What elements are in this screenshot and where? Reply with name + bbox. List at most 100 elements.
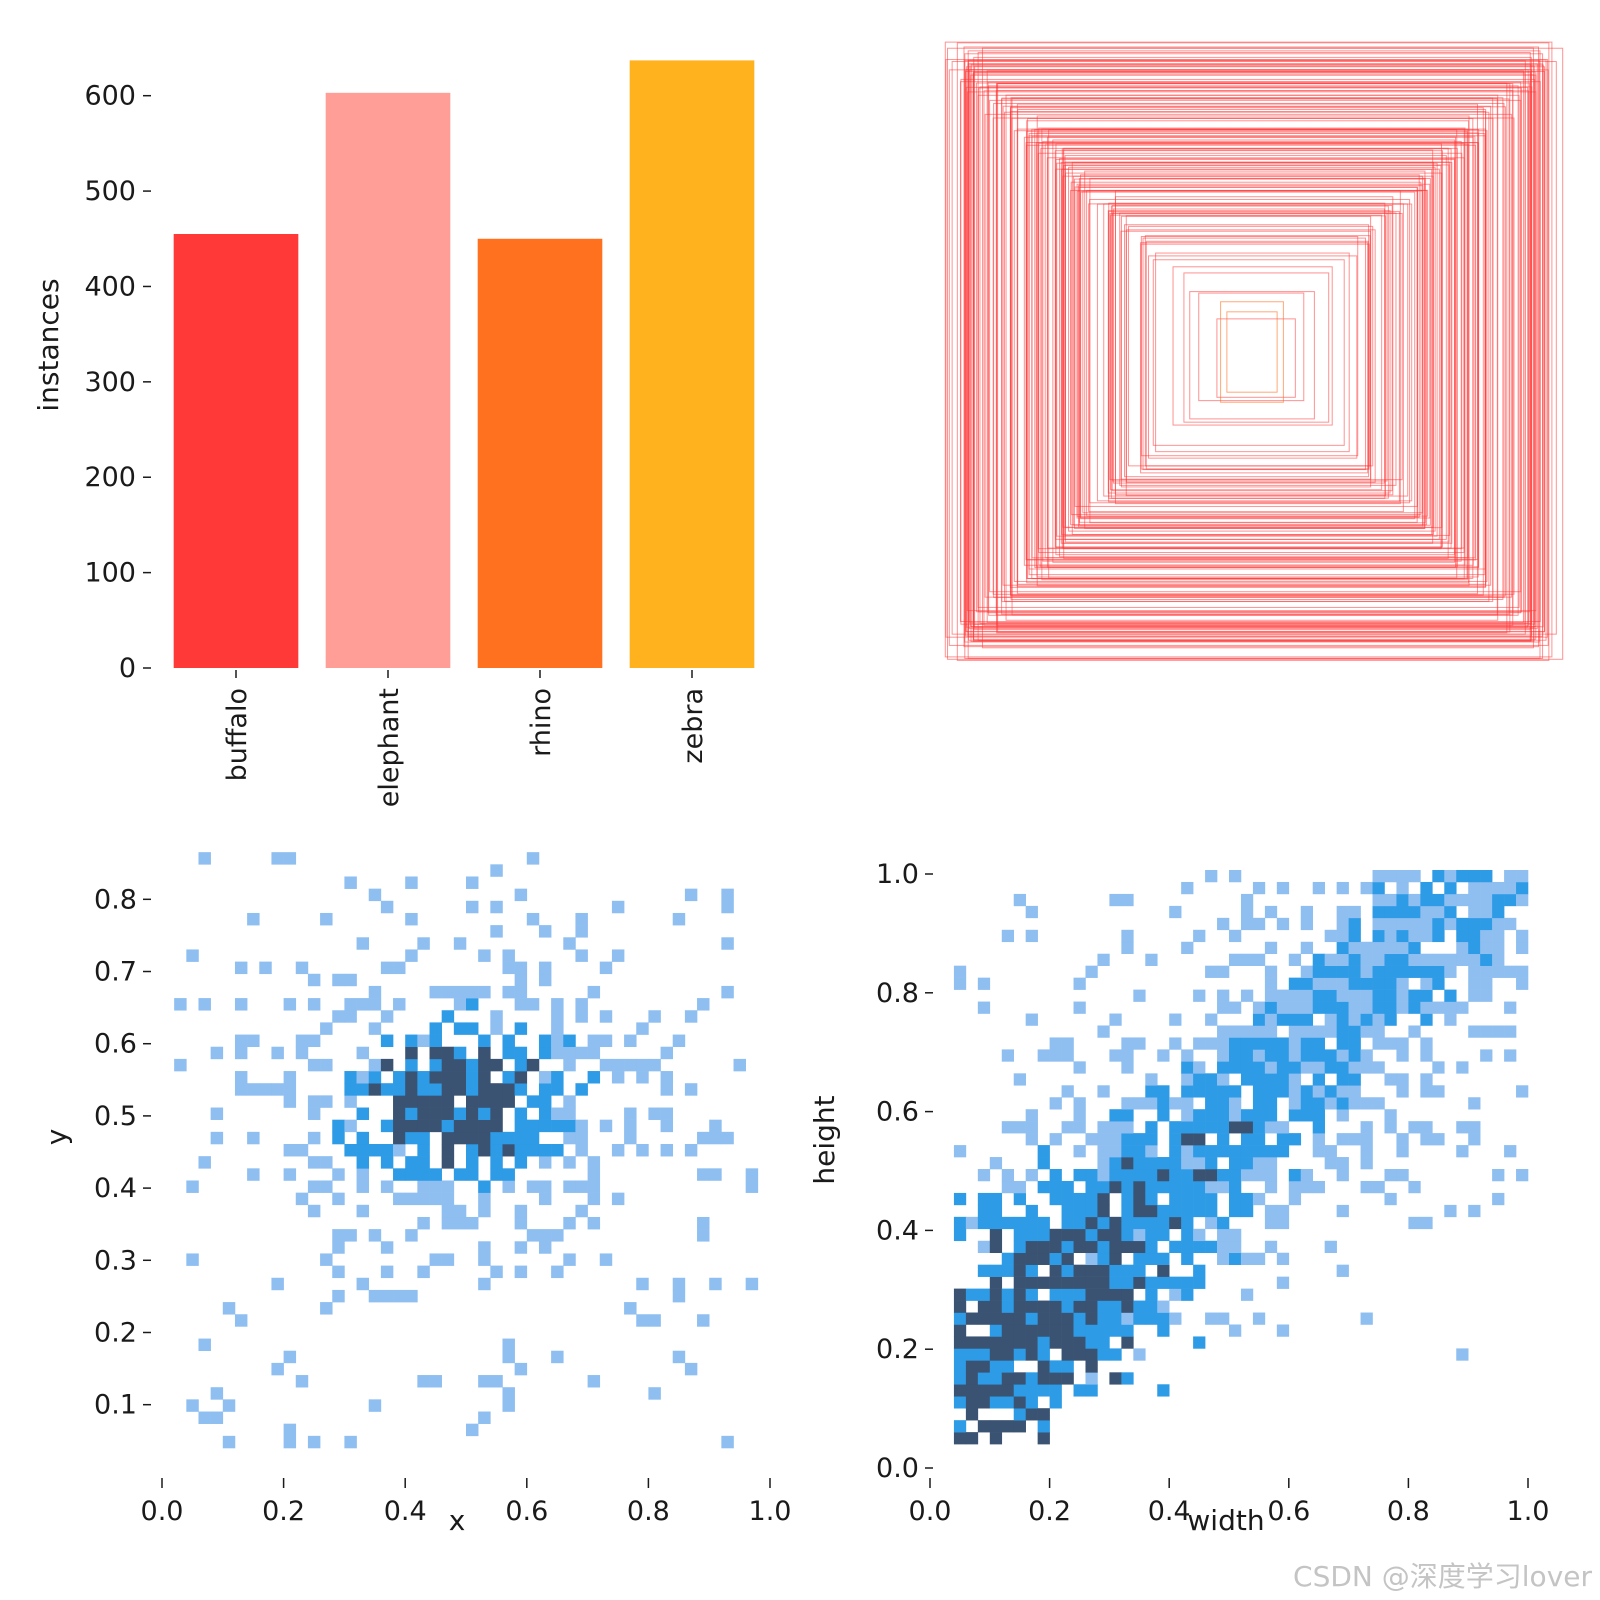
xy-histogram-cell: [453, 1216, 467, 1230]
wh-histogram-cell: [1324, 953, 1337, 966]
xy-histogram-cell: [502, 1083, 515, 1096]
y-tick-label: 0.7: [94, 957, 137, 988]
wh-histogram-cell: [1229, 929, 1242, 943]
wh-histogram-cell: [1360, 977, 1373, 990]
xy-histogram-cell: [672, 912, 686, 926]
wh-histogram-cell: [1181, 1192, 1194, 1206]
xy-histogram-cell: [405, 912, 418, 926]
wh-histogram-cell: [1037, 1348, 1050, 1361]
wh-histogram-cell: [1157, 1180, 1170, 1194]
wh-histogram-cell: [989, 1228, 1003, 1242]
wh-histogram-cell: [1252, 1169, 1266, 1182]
wh-histogram-cell: [1145, 1180, 1158, 1194]
wh-histogram-cell: [1121, 1204, 1134, 1218]
watermark: CSDN @深度学习lover: [1293, 1560, 1592, 1593]
xy-histogram-cell: [697, 1229, 710, 1242]
wh-histogram-cell: [1288, 989, 1302, 1002]
wh-histogram-cell: [1097, 1025, 1110, 1038]
wh-histogram-cell: [1516, 893, 1529, 907]
wh-histogram-cell: [953, 1384, 967, 1397]
wh-histogram-cell: [1372, 917, 1385, 931]
xy-histogram-cell: [466, 876, 479, 889]
bar-y-axis: 0 100 200 300 400 500 600: [84, 81, 151, 684]
xy-histogram-cell: [320, 1302, 333, 1315]
xy-histogram-cell: [466, 1071, 479, 1084]
xy-histogram-cell: [672, 1034, 686, 1048]
xy-histogram-cell: [393, 1168, 406, 1181]
wh-histogram-cell: [1229, 1085, 1242, 1098]
wh-histogram-cell: [965, 1384, 979, 1397]
wh-histogram-cell: [1097, 953, 1110, 966]
wh-histogram-cell: [1001, 1396, 1015, 1409]
wh-histogram-cell: [1240, 1121, 1254, 1134]
xy-histogram-cell: [599, 1119, 613, 1133]
wh-histogram-cell: [953, 1145, 967, 1158]
wh-histogram-cell: [1145, 1276, 1158, 1289]
bounding-box: [973, 56, 1532, 641]
wh-histogram-cell: [1073, 1192, 1086, 1206]
wh-histogram-cell: [1300, 1037, 1314, 1050]
xy-histogram-cell: [490, 1083, 503, 1096]
bar-y-tick-label: 100: [84, 558, 136, 589]
xy-histogram-cell: [344, 973, 357, 987]
wh-histogram-cell: [1444, 1013, 1457, 1026]
xy-histogram-cell: [466, 900, 479, 914]
wh-histogram-cell: [1456, 1145, 1469, 1158]
wh-histogram-cell: [1157, 1216, 1170, 1230]
wh-histogram-cell: [1360, 1097, 1373, 1110]
xy-histogram-cell: [490, 925, 503, 938]
xy-histogram-cell: [502, 1131, 515, 1145]
wh-histogram-cell: [1336, 977, 1349, 990]
xy-histogram-cell: [234, 998, 248, 1011]
xy-histogram-cell: [332, 1131, 345, 1145]
xy-histogram-cell: [538, 1180, 552, 1193]
wh-histogram-cell: [1133, 1169, 1146, 1182]
xy-histogram-cell: [745, 1277, 759, 1291]
xy-histogram-cell: [344, 1095, 357, 1108]
wh-histogram-cell: [1193, 1204, 1206, 1218]
xy-histogram-cell: [502, 1034, 515, 1048]
wh-histogram-cell: [1516, 977, 1529, 990]
wh-histogram-cell: [1097, 1133, 1110, 1146]
wh-histogram-cell: [1181, 1085, 1194, 1098]
wh-histogram-cell: [1121, 1192, 1134, 1206]
bounding-box: [1060, 161, 1453, 544]
wh-histogram-cell: [1001, 1372, 1015, 1385]
wh-histogram-cell: [1109, 1276, 1122, 1289]
wh-histogram-cell: [1396, 977, 1409, 990]
wh-histogram-cell: [1456, 1121, 1469, 1134]
wh-histogram-cell: [1312, 1085, 1325, 1098]
wh-histogram-cell: [1312, 1001, 1325, 1014]
wh-histogram-cell: [1420, 917, 1433, 931]
wh-histogram-cell: [1013, 1121, 1026, 1134]
wh-histogram-cell: [1181, 1288, 1194, 1301]
wh-histogram-cell: [1229, 1169, 1242, 1182]
wh-histogram-cell: [1312, 1037, 1325, 1050]
wh-histogram-cell: [1240, 905, 1254, 919]
wh-histogram-cell: [1025, 1300, 1038, 1313]
wh-histogram-cell: [1181, 1061, 1194, 1074]
xy-histogram-cell: [405, 949, 418, 962]
xy-histogram-cell: [380, 1119, 394, 1133]
xy-histogram-cell: [660, 1119, 674, 1133]
xy-histogram-cell: [672, 1289, 686, 1303]
wh-histogram-cell: [1001, 1288, 1015, 1301]
wh-histogram-cell: [1181, 1109, 1194, 1122]
xy-histogram-cell: [502, 1338, 515, 1352]
xy-histogram-cell: [344, 1083, 357, 1096]
wh-histogram-cell: [1049, 1228, 1062, 1242]
xy-histogram-cell: [259, 1083, 272, 1096]
bounding-box: [1068, 166, 1436, 532]
wh-histogram-cell: [1025, 1121, 1038, 1134]
bounding-box: [1086, 189, 1429, 517]
wh-histogram-cell: [1133, 1180, 1146, 1194]
xy-histogram-cell: [441, 1095, 455, 1108]
wh-histogram-cell: [1217, 1085, 1230, 1098]
bounding-box: [1148, 255, 1358, 459]
xy-histogram-cell: [684, 1144, 698, 1157]
wh-histogram-cell: [1348, 905, 1361, 919]
wh-histogram-cell: [1300, 977, 1314, 990]
xy-histogram-cell: [198, 998, 211, 1011]
wh-histogram-cell: [1372, 1013, 1385, 1026]
wh-histogram-cell: [1181, 1180, 1194, 1194]
